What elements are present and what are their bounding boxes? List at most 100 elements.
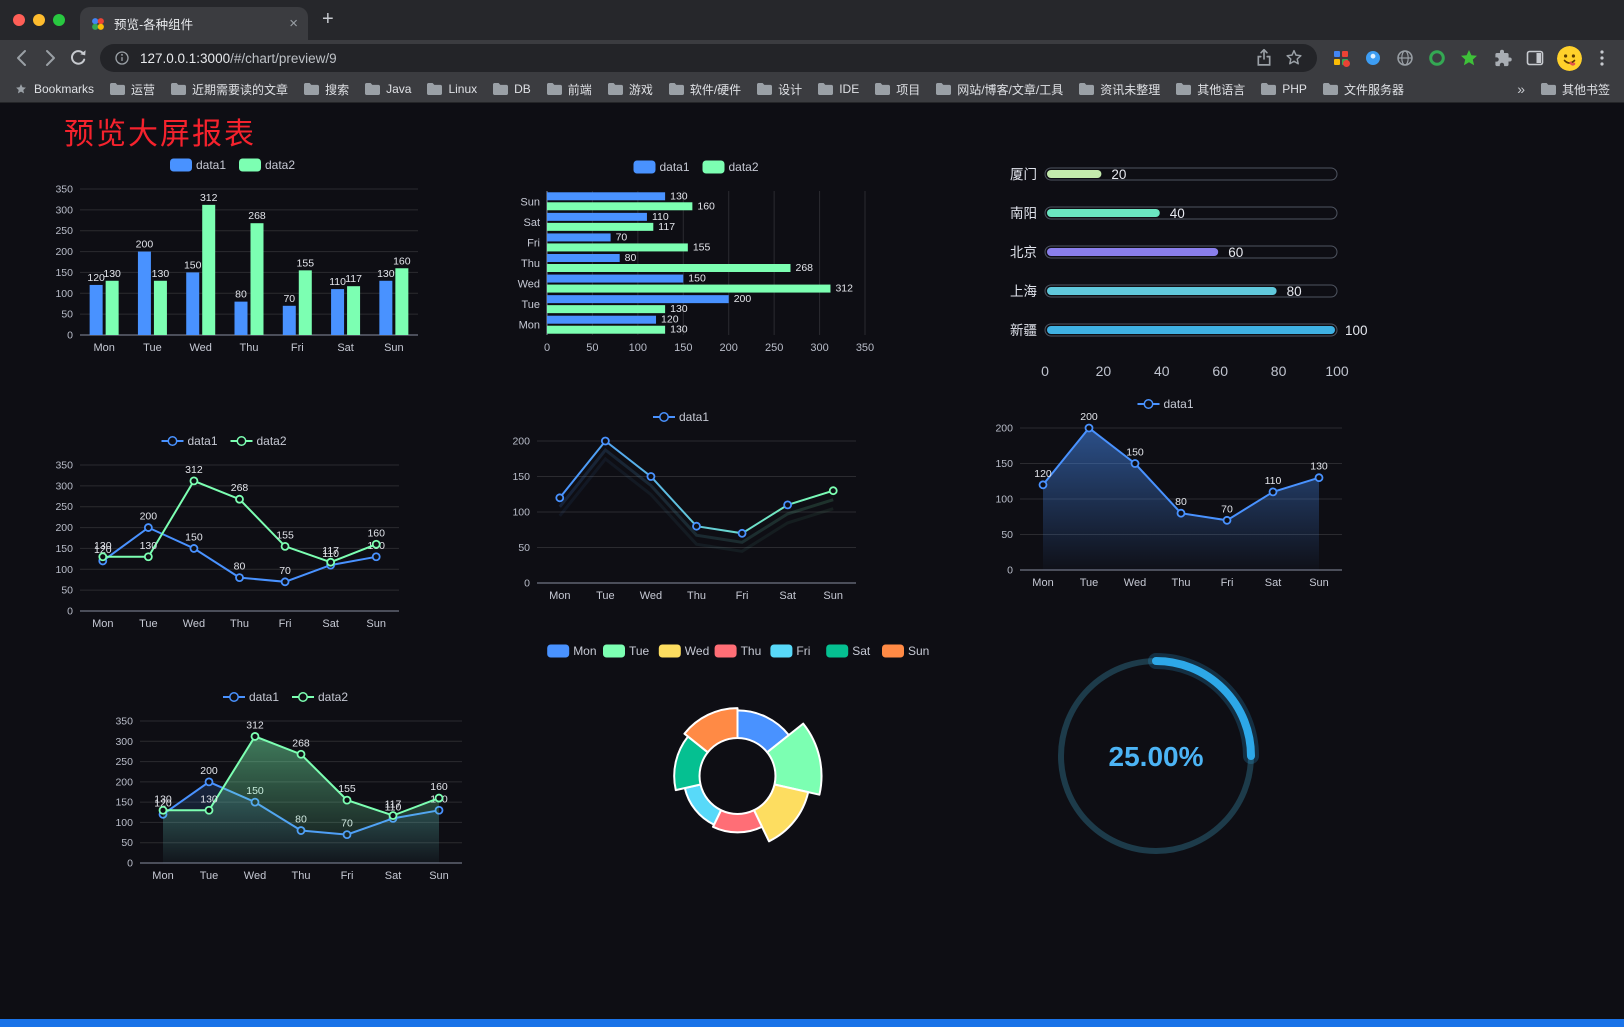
back-button[interactable] xyxy=(8,44,36,72)
address-bar[interactable]: 127.0.0.1:3000/#/chart/preview/9 xyxy=(100,44,1317,72)
bookmark-folder[interactable]: 网站/博客/文章/工具 xyxy=(936,81,1063,98)
bar-data1-Tue[interactable] xyxy=(137,251,151,335)
chart-gauge[interactable]: 25.00% xyxy=(1040,651,1272,863)
bookmark-folder[interactable]: 文件服务器 xyxy=(1322,81,1404,98)
point-data1-Thu[interactable] xyxy=(692,521,701,531)
bar-data2-Wed[interactable] xyxy=(547,284,831,293)
capsule-bar-上海[interactable] xyxy=(1047,287,1277,295)
legend-item-data1[interactable]: data1 xyxy=(161,434,218,448)
bar-data1-Tue[interactable] xyxy=(547,295,729,304)
bookmark-folder[interactable]: PHP xyxy=(1261,82,1307,96)
site-info-icon[interactable] xyxy=(112,48,132,68)
extension-green-star-icon[interactable] xyxy=(1459,48,1479,68)
bar-data1-Mon[interactable] xyxy=(547,315,657,324)
bar-data2-Thu[interactable] xyxy=(547,264,791,272)
legend-item-data1[interactable]: data1 xyxy=(223,690,279,704)
bar-data1-Sat[interactable] xyxy=(331,289,345,335)
pie-slice-Fri[interactable] xyxy=(683,783,722,826)
point-data1-Wed[interactable] xyxy=(189,544,199,553)
profile-avatar[interactable] xyxy=(1557,45,1582,71)
side-panel-icon[interactable] xyxy=(1525,48,1545,68)
bookmark-folder[interactable]: 项目 xyxy=(875,81,920,98)
point-data1-Fri[interactable] xyxy=(737,528,747,538)
extensions-puzzle-icon[interactable] xyxy=(1491,47,1513,69)
bar-data1-Thu[interactable] xyxy=(547,254,620,262)
bar-data1-Fri[interactable] xyxy=(547,233,611,242)
bar-data2-Wed[interactable] xyxy=(202,204,216,335)
chart-area-single[interactable]: data1 0 50 100 150 200 Mon Tue Wed Thu Fri Sat Sun 12… xyxy=(978,388,1356,596)
legend-item-Fri[interactable]: Fri xyxy=(770,644,810,658)
chart-grouped-bar[interactable]: data1 data2 0 50 100 150 200 250 300 350 Mon Tue Wed… xyxy=(38,149,430,361)
pie-slice-Sun[interactable] xyxy=(683,707,739,754)
point-data2-Sat[interactable] xyxy=(326,557,336,567)
point-data2-Fri[interactable] xyxy=(280,541,290,551)
point-data1-Fri[interactable] xyxy=(280,577,290,587)
legend-item-data2[interactable]: data2 xyxy=(702,160,759,174)
window-zoom-button[interactable] xyxy=(53,14,65,26)
point-data1-Fri[interactable] xyxy=(1222,515,1232,525)
bookmark-folder[interactable]: Java xyxy=(365,82,411,96)
capsule-bar-新疆[interactable] xyxy=(1047,326,1335,334)
bookmark-folder[interactable]: 近期需要读的文章 xyxy=(171,81,288,98)
bar-data2-Thu[interactable] xyxy=(250,223,264,335)
legend-item-Mon[interactable]: Mon xyxy=(547,644,597,658)
bar-data2-Tue[interactable] xyxy=(547,305,666,314)
share-icon[interactable] xyxy=(1253,47,1275,69)
pie-slice-Tue[interactable] xyxy=(766,722,823,796)
bookmark-folder[interactable]: 其他语言 xyxy=(1176,81,1245,98)
legend-item-data1[interactable]: data1 xyxy=(1137,397,1194,411)
bookmark-folder[interactable]: 搜索 xyxy=(304,81,349,98)
bar-data2-Mon[interactable] xyxy=(105,280,119,335)
point-data1-Wed[interactable] xyxy=(1130,459,1140,468)
bar-data2-Sun[interactable] xyxy=(547,202,693,211)
point-data2-Sun[interactable] xyxy=(434,793,444,803)
point-data1-Thu[interactable] xyxy=(235,573,244,583)
chart-line-dual[interactable]: data1 data2 0 50 100 150 200 250 300 350 Mon Tue Wed… xyxy=(38,425,413,637)
legend-item-data2[interactable]: data2 xyxy=(239,158,295,172)
capsule-bar-厦门[interactable] xyxy=(1047,170,1102,178)
window-close-button[interactable] xyxy=(13,14,25,26)
legend-item-data2[interactable]: data2 xyxy=(230,434,287,448)
bar-data1-Thu[interactable] xyxy=(234,301,248,335)
legend-item-Tue[interactable]: Tue xyxy=(603,644,650,658)
legend-item-Sat[interactable]: Sat xyxy=(826,644,871,658)
extension-globe-icon[interactable] xyxy=(1395,48,1415,68)
bar-data2-Fri[interactable] xyxy=(298,270,312,335)
extension-green-ring-icon[interactable] xyxy=(1427,48,1447,68)
point-data1-Tue[interactable] xyxy=(204,777,214,787)
bar-data1-Sat[interactable] xyxy=(547,212,647,221)
capsule-bar-北京[interactable] xyxy=(1047,248,1219,256)
other-bookmarks[interactable]: 其他书签 xyxy=(1540,81,1610,98)
point-data2-Wed[interactable] xyxy=(189,476,199,486)
chart-line-gradient[interactable]: data1 0 50 100 150 200 Mon Tue Wed Thu Fri Sat Sun xyxy=(495,401,870,609)
extension-blue-icon[interactable] xyxy=(1363,48,1383,68)
point-data1-Tue[interactable] xyxy=(143,523,153,532)
point-data1-Tue[interactable] xyxy=(1084,423,1094,433)
bookmark-folder[interactable]: 设计 xyxy=(757,81,802,98)
bookmark-folder[interactable]: IDE xyxy=(818,82,859,96)
pie-slice-Thu[interactable] xyxy=(712,809,763,834)
point-data2-Mon[interactable] xyxy=(158,805,168,815)
point-data2-Thu[interactable] xyxy=(235,494,244,504)
point-data1-Sun[interactable] xyxy=(828,486,838,496)
point-data2-Fri[interactable] xyxy=(342,795,352,805)
legend-item-data1[interactable]: data1 xyxy=(653,410,709,424)
menu-button[interactable] xyxy=(1588,44,1616,72)
bar-data1-Mon[interactable] xyxy=(89,284,103,335)
pie-slice-Wed[interactable] xyxy=(753,783,810,843)
point-data2-Wed[interactable] xyxy=(250,732,260,741)
bookmark-folder[interactable]: 前端 xyxy=(546,81,592,98)
bookmark-folder[interactable]: Linux xyxy=(427,82,477,96)
point-data1-Tue[interactable] xyxy=(600,436,610,446)
forward-button[interactable] xyxy=(36,44,64,72)
window-minimize-button[interactable] xyxy=(33,14,45,26)
extension-grid-icon[interactable] xyxy=(1331,48,1351,68)
bookmark-star-icon[interactable] xyxy=(1283,47,1305,69)
bar-data2-Tue[interactable] xyxy=(153,280,167,335)
bookmark-folder[interactable]: 游戏 xyxy=(607,81,653,98)
bar-data1-Sun[interactable] xyxy=(547,192,666,201)
point-data2-Sat[interactable] xyxy=(388,811,398,820)
bar-data2-Sat[interactable] xyxy=(347,286,361,335)
legend-item-data2[interactable]: data2 xyxy=(292,690,348,704)
bar-data2-Mon[interactable] xyxy=(547,325,666,334)
